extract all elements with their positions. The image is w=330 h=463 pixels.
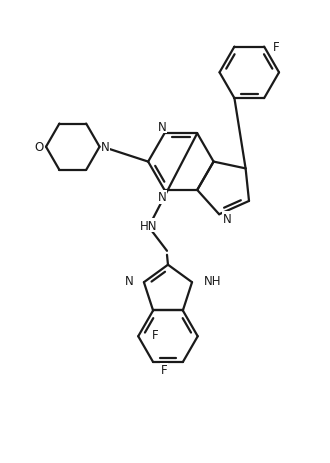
- Text: F: F: [273, 41, 280, 54]
- Text: N: N: [158, 120, 167, 133]
- Text: N: N: [158, 191, 167, 204]
- Text: HN: HN: [139, 219, 157, 232]
- Text: NH: NH: [204, 274, 221, 287]
- Text: F: F: [152, 328, 159, 341]
- Text: N: N: [101, 141, 110, 154]
- Text: F: F: [161, 363, 168, 376]
- Text: N: N: [125, 274, 134, 287]
- Text: O: O: [34, 141, 44, 154]
- Text: N: N: [223, 212, 231, 225]
